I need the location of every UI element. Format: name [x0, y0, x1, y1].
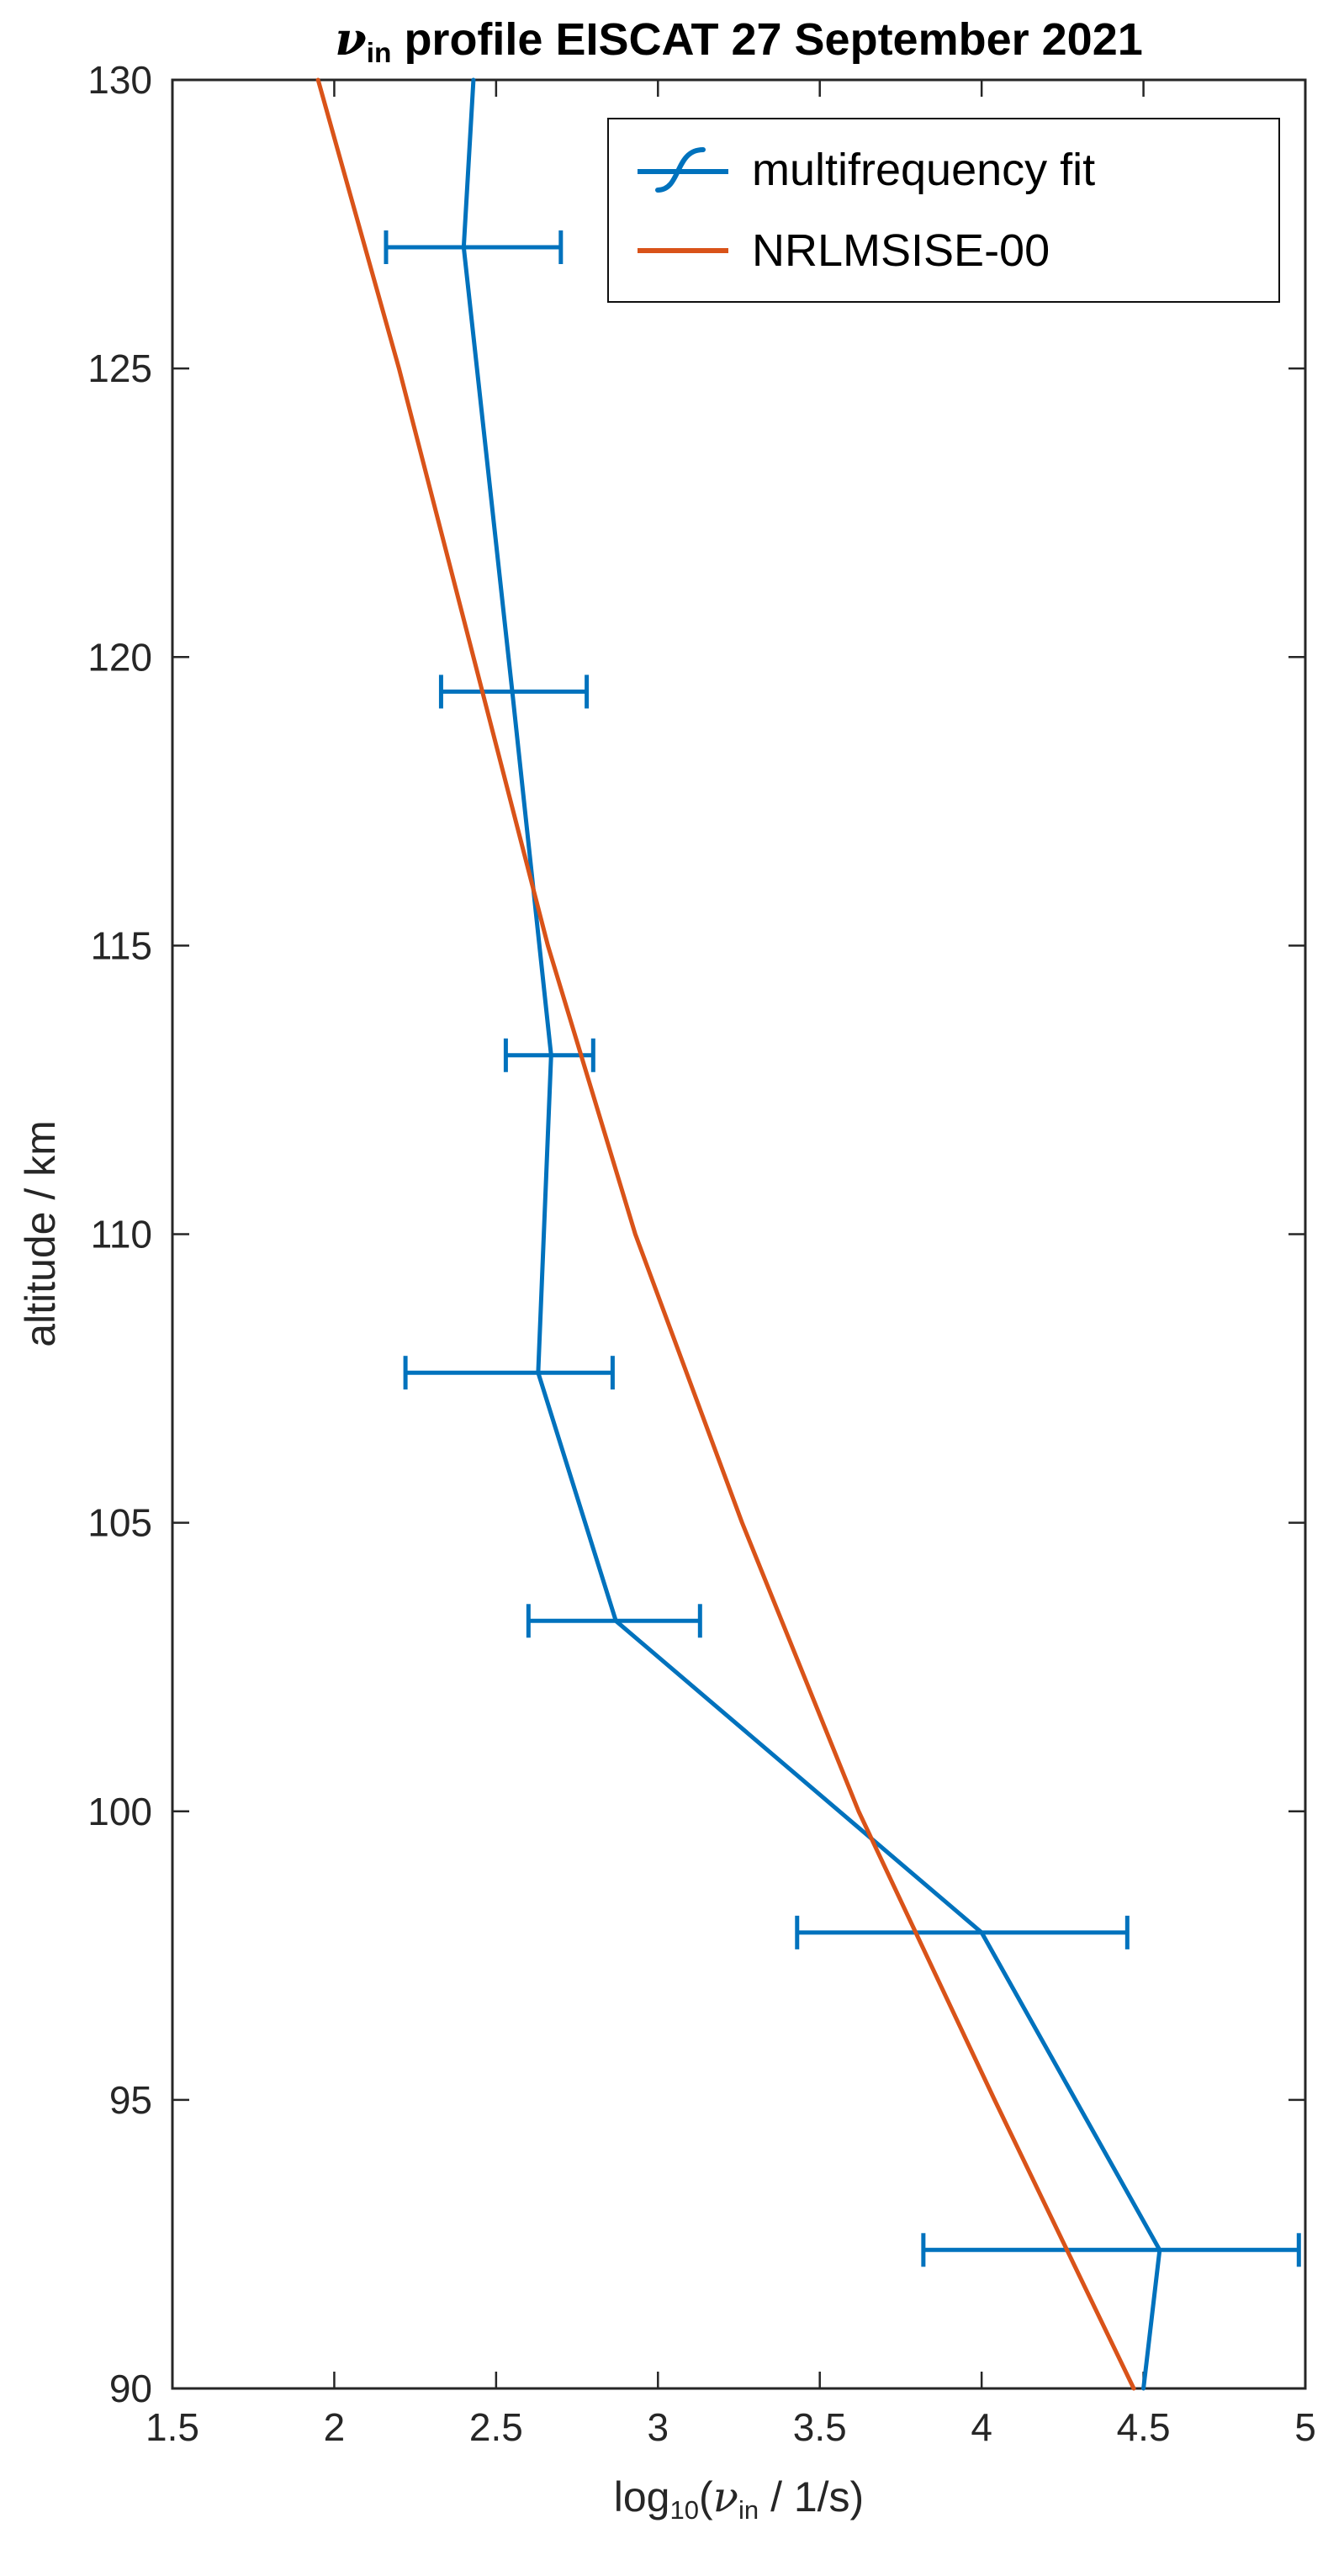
legend: multifrequency fit NRLMSISE-00 — [607, 118, 1280, 303]
y-tick-label: 115 — [91, 923, 152, 967]
axes-box — [171, 78, 1307, 2390]
xlabel-nu-symbol: ν — [712, 2473, 739, 2521]
series-line-0 — [461, 77, 1162, 2391]
chart-title: νin profile EISCAT 27 September 2021 — [172, 12, 1305, 70]
xlabel-nu-subscript: in — [738, 2494, 759, 2525]
title-text: profile EISCAT 27 September 2021 — [391, 14, 1143, 65]
x-tick-label: 1.5 — [146, 2405, 199, 2449]
title-nu-symbol: ν — [335, 12, 367, 66]
x-tick-label: 3.5 — [793, 2405, 847, 2449]
legend-label: NRLMSISE-00 — [752, 225, 1050, 276]
y-tick-label: 130 — [87, 58, 152, 102]
xlabel-log: log — [613, 2473, 670, 2520]
y-tick-label: 105 — [87, 1501, 152, 1545]
legend-label: multifrequency fit — [752, 145, 1096, 195]
series-line-1 — [315, 77, 1136, 2391]
x-tick-label: 2.5 — [469, 2405, 523, 2449]
x-tick-label: 2 — [324, 2405, 346, 2449]
x-tick-label: 5 — [1294, 2405, 1316, 2449]
title-nu-subscript: in — [366, 38, 392, 70]
y-tick-label: 125 — [87, 346, 152, 390]
y-tick-label: 100 — [87, 1790, 152, 1833]
y-tick-label: 90 — [109, 2367, 152, 2410]
x-tick-label: 3 — [647, 2405, 669, 2449]
y-tick-label: 120 — [87, 635, 152, 679]
xlabel-open-paren: ( — [698, 2473, 713, 2520]
legend-item-multifrequency-fit: multifrequency fit — [616, 130, 1272, 210]
x-tick-label: 4.5 — [1117, 2405, 1171, 2449]
x-tick-label: 4 — [971, 2405, 992, 2449]
y-tick-label: 110 — [91, 1213, 152, 1256]
xlabel-log-subscript: 10 — [669, 2494, 699, 2525]
straight-line-icon — [638, 248, 728, 253]
errorbar-sigmoid-line-icon — [638, 147, 728, 193]
legend-item-nrlmsise-00: NRLMSISE-00 — [616, 210, 1272, 291]
x-axis-label: log10(νin / 1/s) — [172, 2473, 1305, 2525]
xlabel-units: / 1/s) — [759, 2473, 865, 2520]
y-tick-label: 95 — [109, 2078, 152, 2122]
